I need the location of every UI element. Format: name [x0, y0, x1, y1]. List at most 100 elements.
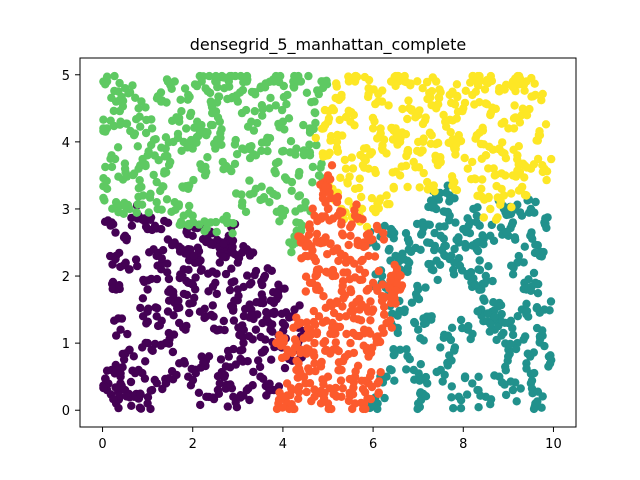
point	[522, 299, 531, 308]
point	[108, 204, 117, 213]
point	[258, 318, 267, 328]
point	[219, 165, 228, 174]
point	[486, 204, 495, 214]
point	[134, 192, 143, 201]
point	[213, 372, 223, 381]
point	[484, 262, 493, 271]
point	[320, 337, 330, 346]
point	[429, 199, 438, 209]
point	[334, 358, 344, 367]
point	[216, 355, 226, 364]
point	[387, 366, 396, 375]
point	[439, 234, 448, 243]
point	[162, 195, 172, 204]
point	[233, 285, 242, 294]
point	[114, 403, 123, 413]
point	[464, 321, 473, 331]
point	[99, 115, 108, 124]
point	[243, 357, 252, 366]
point	[244, 246, 253, 256]
point	[440, 370, 449, 380]
point	[398, 104, 407, 114]
point	[342, 329, 351, 339]
point	[180, 84, 190, 93]
point	[278, 403, 287, 412]
point	[451, 218, 460, 227]
point	[374, 389, 383, 398]
point	[519, 258, 528, 267]
point	[301, 272, 311, 281]
point	[547, 154, 556, 164]
point	[359, 242, 368, 252]
point	[404, 96, 413, 105]
point	[519, 284, 528, 294]
point	[226, 380, 235, 389]
point	[352, 200, 361, 209]
point	[153, 321, 163, 331]
point	[324, 404, 333, 414]
point	[102, 366, 112, 375]
point	[115, 248, 124, 258]
point	[402, 345, 411, 354]
y-tick-label: 4	[62, 136, 70, 151]
point	[347, 220, 356, 229]
point	[230, 159, 240, 169]
point	[152, 274, 162, 284]
point	[351, 71, 361, 81]
point	[176, 95, 185, 105]
point	[301, 242, 310, 251]
x-tick-label: 0	[98, 437, 106, 452]
point	[376, 194, 385, 203]
point	[546, 297, 556, 306]
point	[538, 392, 547, 401]
point	[248, 381, 257, 390]
point	[541, 214, 550, 223]
point	[338, 384, 347, 393]
point	[236, 346, 245, 355]
point	[538, 89, 547, 99]
point	[246, 311, 256, 320]
point	[493, 213, 502, 222]
point	[414, 163, 424, 172]
point	[438, 377, 447, 386]
point	[382, 149, 391, 158]
point	[434, 94, 444, 103]
point	[473, 385, 482, 395]
point	[242, 71, 252, 81]
point	[172, 370, 181, 380]
point	[227, 71, 236, 81]
point	[310, 338, 319, 348]
point	[302, 387, 311, 397]
point	[347, 153, 356, 162]
point	[329, 106, 339, 115]
x-tick-label: 10	[545, 437, 562, 452]
point	[396, 271, 405, 280]
point	[284, 114, 294, 123]
point	[329, 308, 339, 318]
point	[99, 174, 108, 183]
point	[219, 316, 228, 326]
point	[514, 251, 523, 261]
point	[217, 140, 226, 149]
point	[212, 326, 222, 335]
point	[390, 349, 399, 359]
point	[361, 156, 370, 165]
point	[484, 193, 493, 203]
point	[496, 223, 506, 232]
point	[487, 76, 497, 86]
point	[162, 75, 172, 84]
point	[280, 284, 289, 293]
point	[469, 274, 478, 283]
point	[257, 146, 266, 155]
point	[237, 248, 247, 257]
point	[236, 71, 245, 81]
point	[311, 118, 320, 128]
y-tick-label: 0	[62, 404, 70, 419]
point	[219, 239, 228, 248]
point	[472, 217, 481, 227]
point	[100, 196, 109, 205]
point	[488, 276, 497, 286]
point	[449, 270, 459, 279]
point	[163, 307, 173, 316]
point	[341, 164, 351, 173]
